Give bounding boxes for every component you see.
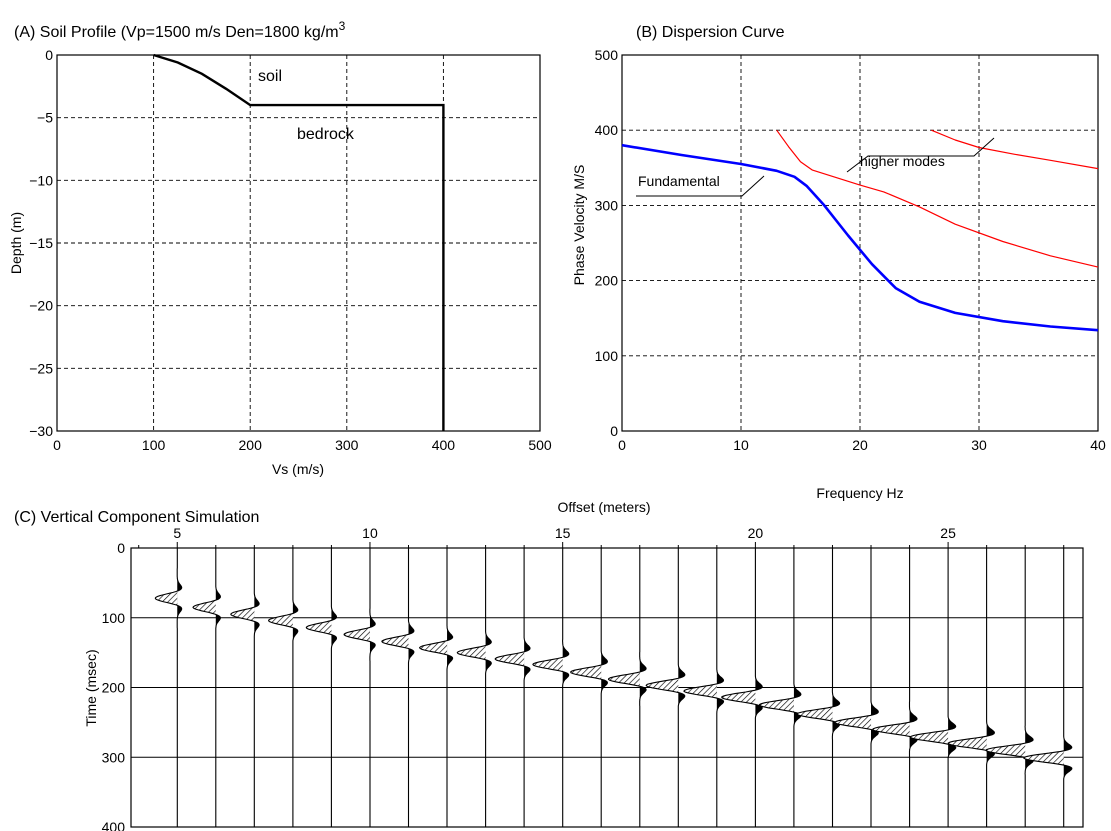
panel-a-x-tick-label: 100 [142,437,166,453]
panel-b-x-tick-label: 10 [733,437,749,453]
annotation-higher-modes: higher modes [860,153,945,169]
wiggle-trace-hatched-lobe [230,548,255,827]
panel-a-x-tick-label: 400 [432,437,456,453]
wiggle-trace-line [607,548,647,827]
panel-c-x-axis-label: Offset (meters) [557,499,650,515]
panel-a-y-tick-label: −30 [29,423,53,439]
wiggle-trace-line [267,548,299,827]
panel-a-x-tick-label: 200 [239,437,263,453]
wiggle-trace-line [645,548,686,827]
wiggle-trace-line [532,548,570,827]
wiggle-trace-line [494,548,531,827]
panel-a-velocity-profile-line [153,53,445,431]
panel-a-title: (A) Soil Profile (Vp=1500 m/s Den=1800 k… [14,24,339,41]
panel-a-y-tick-label: 0 [45,47,53,63]
panel-a-y-tick-label: −10 [29,172,53,188]
panel-c-y-tick-label: 400 [102,819,126,831]
panel-b-y-tick-label: 0 [610,423,618,439]
second-higher-mode-curve [931,129,1099,170]
wiggle-trace-line [230,548,260,827]
svg-text:(A) Soil Profile (Vp=1500 m/s: (A) Soil Profile (Vp=1500 m/s Den=1800 k… [14,19,346,41]
wiggle-trace-line [834,548,879,827]
panel-a-y-tick-label: −15 [29,235,53,251]
wiggle-trace-line [909,548,957,827]
wiggle-trace-line [872,548,918,827]
panel-a-title-superscript: 3 [339,19,346,33]
wiggle-trace-line [721,548,763,827]
panel-c-x-tick-label: 25 [940,525,956,541]
panel-a-x-tick-label: 0 [53,437,61,453]
panel-b-x-axis-label: Frequency Hz [816,485,903,501]
panel-c-x-tick-label: 10 [362,525,378,541]
wiggle-trace-filled-lobe [331,548,337,827]
panel-b-x-tick-label: 20 [852,437,868,453]
panel-b-y-tick-label: 500 [595,47,619,63]
wiggle-trace-filled-lobe [254,548,260,827]
panel-b-y-tick-label: 100 [595,348,619,364]
panel-c-y-tick-label: 100 [102,610,126,626]
wiggle-trace-line [985,548,1034,827]
panel-a-y-tick-label: −20 [29,298,53,314]
wiggle-trace-filled-lobe [215,548,221,827]
wiggle-trace-line [418,548,454,827]
wiggle-trace-line [759,548,802,827]
wiggle-trace-line [305,548,338,827]
panel-c-y-tick-label: 200 [102,680,126,696]
panel-a-x-tick-label: 500 [528,437,552,453]
fundamental-mode-curve [621,143,1099,332]
annotation-fundamental: Fundamental [638,173,720,189]
panel-b-y-tick-label: 300 [595,197,619,213]
higher-modes-leader-line [846,137,995,173]
wiggle-trace-hatched-lobe [1023,548,1064,827]
panel-a-y-axis-label: Depth (m) [8,212,24,274]
wiggle-trace-filled-lobe [1063,548,1072,827]
wiggle-trace-hatched-lobe [683,548,717,827]
wiggle-trace-line [1023,548,1073,827]
panel-c-x-tick-label: 20 [748,525,764,541]
first-higher-mode-curve [776,129,1099,268]
panel-c-x-tick-label: 5 [173,525,181,541]
fundamental-leader-line [636,175,765,197]
wiggle-trace-hatched-lobe [193,548,216,827]
wiggle-trace-line [154,548,183,827]
wiggle-trace-hatched-lobe [646,548,679,827]
panel-b-plot-frame [621,54,1099,432]
panel-a-x-axis-label: Vs (m/s) [272,461,324,477]
panel-b-x-tick-label: 0 [618,437,626,453]
panel-b-dispersion-curve: (B) Dispersion Curve 0 10 20 30 400100200300… [571,24,1106,501]
wiggle-trace-filled-lobe [601,548,608,827]
panel-b-y-tick-label: 400 [595,122,619,138]
panel-b-x-tick-label: 30 [971,437,987,453]
annotation-soil: soil [258,68,282,85]
panel-c-y-axis-label: Time (msec) [83,649,99,726]
panel-c-vertical-component: (C) Vertical Component Simulation Offset… [14,499,1084,831]
wiggle-trace-filled-lobe [755,548,763,827]
panel-a-y-tick-label: −25 [29,360,53,376]
panel-c-y-tick-label: 300 [102,749,126,765]
panel-c-title: (C) Vertical Component Simulation [14,509,259,526]
panel-b-x-tick-label: 40 [1090,437,1106,453]
wiggle-trace-line [796,548,841,827]
wiggle-trace-line [683,548,725,827]
wiggle-trace-line [570,548,608,827]
panel-b-y-tick-label: 200 [595,273,619,289]
wiggle-trace-line [456,548,492,827]
panel-c-x-tick-label: 15 [555,525,571,541]
panel-a-y-tick-label: −5 [37,110,53,126]
wiggle-trace-hatched-lobe [268,548,293,827]
panel-b-y-axis-label: Phase Velocity M/S [571,165,587,286]
panel-a-x-tick-label: 300 [335,437,359,453]
panel-a-soil-profile: (A) Soil Profile (Vp=1500 m/s Den=1800 k… [8,19,552,477]
wiggle-trace-line [343,548,376,827]
wiggle-trace-line [192,548,221,827]
panel-b-title: (B) Dispersion Curve [636,24,785,41]
panel-c-y-tick-label: 0 [117,540,125,556]
annotation-bedrock: bedrock [297,126,355,143]
wiggle-trace-line [381,548,415,827]
wiggle-trace-filled-lobe [986,548,995,827]
panel-a-plot-frame [56,54,541,432]
wiggle-trace-line [947,548,995,827]
panel-c-plot-frame [130,547,1084,828]
